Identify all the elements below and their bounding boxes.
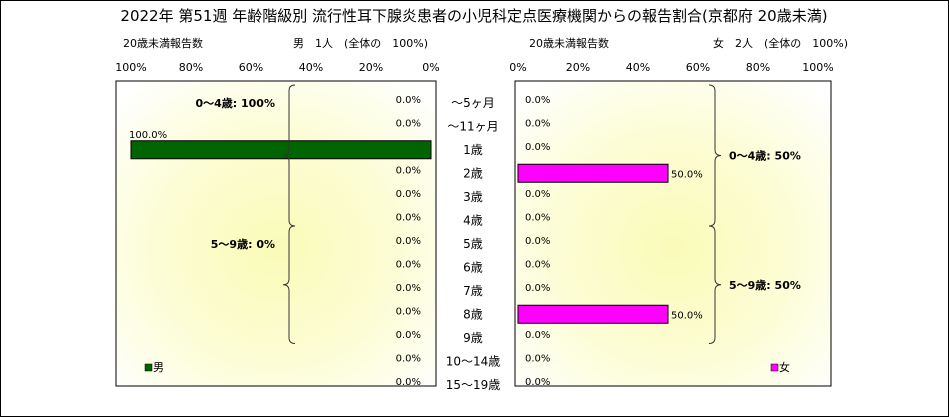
age-category-labels: ～5ヶ月 ～11ヶ月 1歳 2歳 3歳 4歳 5歳 6歳 7歳 8歳 9歳 10～14歳 15～19歳 [446,96,501,392]
female-value-label: 0.0% [525,377,550,388]
age-category-label: 4歳 [463,213,483,227]
female-summary: 女 2人 (全体の 100%) [713,36,848,50]
male-tick-label: 0% [422,61,439,74]
legend-male-label: 男 [153,361,164,374]
legend-female: 女 [770,360,790,374]
male-bar [130,140,432,160]
male-value-label: 0.0% [396,306,421,317]
age-category-label: 5歳 [463,237,483,251]
female-tick-label: 80% [746,61,770,74]
male-value-label: 0.0% [396,118,421,129]
age-category-label: 9歳 [463,331,483,345]
legend-male: 男 [144,361,164,374]
value-labels: 0.0% 0.0% 100.0% 0.0% 0.0% 0.0% 0.0% 0.0% 0.0% 0.… [129,95,703,388]
age-category-label: 3歳 [463,190,483,204]
male-summary: 男 1人 (全体の 100%) [293,36,428,50]
male-value-label: 100.0% [129,130,167,141]
female-value-label: 0.0% [525,118,550,129]
female-tick-label: 60% [686,61,710,74]
male-group-bracket [282,225,296,344]
female-value-label: 0.0% [525,353,550,364]
female-value-label: 0.0% [525,283,550,294]
female-subtitle: 20歳未満報告数 [529,37,609,50]
female-tick-label: 0% [509,61,526,74]
female-group-label: 5～9歳: 50% [729,278,801,292]
male-value-label: 0.0% [396,353,421,364]
male-value-label: 0.0% [396,259,421,270]
female-tick-labels: 0% 20% 40% 60% 80% 100% [509,61,833,74]
legend-male-swatch [144,363,153,372]
female-tick-label: 100% [802,61,833,74]
female-value-label: 0.0% [525,259,550,270]
male-value-label: 0.0% [396,212,421,223]
male-tick-label: 20% [359,61,383,74]
male-value-label: 0.0% [396,95,421,106]
age-category-label: 2歳 [463,166,483,180]
female-plot-area [514,80,832,387]
female-value-label: 0.0% [525,95,550,106]
female-group-bracket [708,225,722,344]
male-value-label: 0.0% [396,377,421,388]
age-category-label: 8歳 [463,307,483,321]
bars [130,140,669,324]
male-value-label: 0.0% [396,330,421,341]
legend-female-swatch [770,363,779,372]
age-category-label: 7歳 [463,284,483,298]
age-category-label: ～11ヶ月 [447,119,498,133]
male-tick-label: 60% [239,61,263,74]
male-value-label: 0.0% [396,189,421,200]
male-tick-labels: 100% 80% 60% 40% 20% 0% [115,61,439,74]
female-value-label: 0.0% [525,236,550,247]
female-value-label: 0.0% [525,142,550,153]
legend-female-label: 女 [779,360,790,374]
age-category-label: 6歳 [463,260,483,274]
female-value-label: 0.0% [525,212,550,223]
age-category-label: 10～14歳 [446,354,501,368]
female-value-label: 50.0% [671,169,703,180]
male-group-label: 5～9歳: 0% [211,237,275,251]
age-category-label: ～5ヶ月 [451,96,495,110]
male-value-label: 0.0% [396,283,421,294]
age-category-label: 15～19歳 [446,378,501,392]
male-value-label: 0.0% [396,165,421,176]
male-group-label: 0～4歳: 100% [195,96,275,110]
age-group-brackets: 0～4歳: 100% 5～9歳: 0% 0～4歳: 50% 5～9歳: 50% [195,84,801,344]
female-group-label: 0～4歳: 50% [729,149,801,163]
age-category-label: 1歳 [463,143,483,157]
male-tick-label: 100% [115,61,146,74]
female-value-label: 0.0% [525,189,550,200]
male-subtitle: 20歳未満報告数 [123,37,203,50]
female-group-bracket [708,84,722,227]
chart-title: 2022年 第51週 年齢階級別 流行性耳下腺炎患者の小児科定点医療機関からの報… [120,7,827,25]
female-tick-label: 20% [566,61,590,74]
female-value-label: 0.0% [525,330,550,341]
male-tick-label: 40% [299,61,323,74]
male-tick-label: 80% [179,61,203,74]
female-bar [517,163,669,183]
male-plot-area [115,80,437,387]
male-group-bracket [282,84,296,227]
female-bar [517,304,669,324]
female-tick-label: 40% [626,61,650,74]
female-value-label: 50.0% [671,310,703,321]
male-value-label: 0.0% [396,236,421,247]
